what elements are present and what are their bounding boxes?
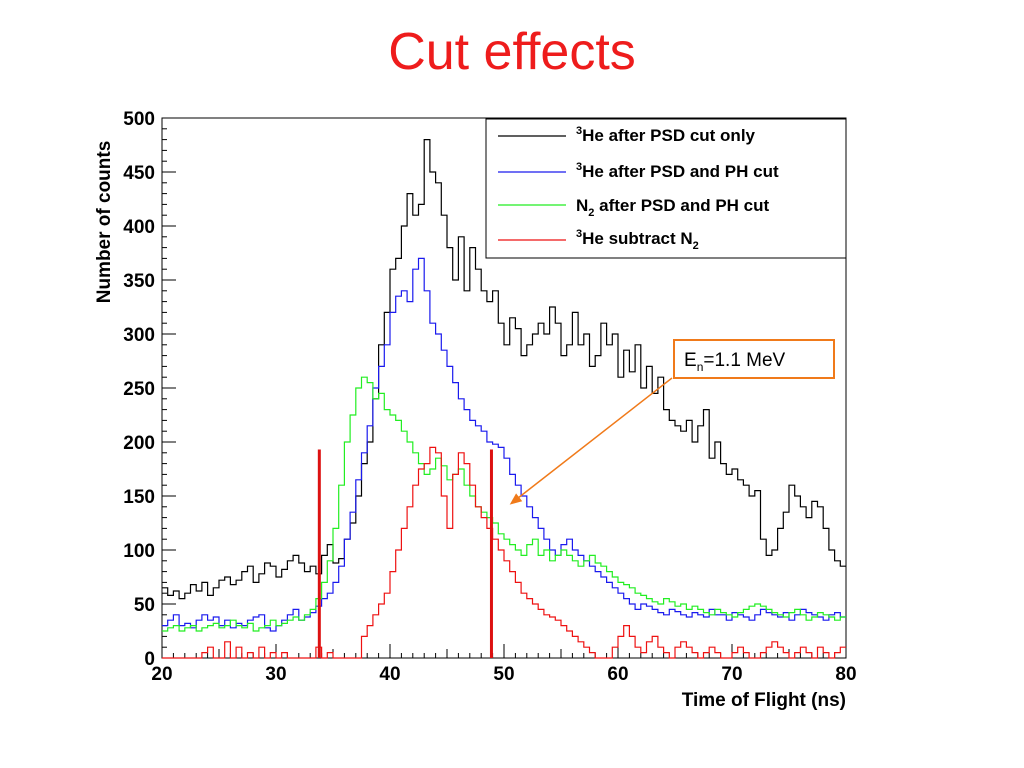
- axis-ticks: 20 30 40 50 60 70 80 0 50 100 150 200 250 300 350 400 45…: [123, 109, 856, 685]
- legend-entry-he-psd: 3He after PSD cut only: [576, 125, 756, 145]
- annotation-label: En=1.1 MeV: [684, 350, 786, 374]
- slide-title: Cut effects: [388, 23, 636, 81]
- x-axis-label: Time of Flight (ns): [682, 690, 846, 711]
- legend-entry-n2-psd-ph: N2 after PSD and PH cut: [576, 196, 770, 219]
- legend-box: [485, 118, 847, 259]
- series-line-3: [162, 376, 846, 632]
- x-tick-label: 70: [721, 664, 742, 685]
- y-tick-label: 300: [123, 325, 155, 346]
- x-tick-label: 40: [379, 664, 400, 685]
- x-tick-label: 30: [265, 664, 286, 685]
- y-tick-label: 450: [123, 163, 155, 184]
- y-tick-label: 500: [123, 109, 155, 130]
- series-line-2: [162, 257, 846, 632]
- annotation-arrowhead: [509, 493, 523, 505]
- cut-lines: [317, 449, 493, 658]
- annotation-arrow: [514, 377, 673, 502]
- y-tick-label: 50: [134, 595, 155, 616]
- x-tick-label: 50: [493, 664, 514, 685]
- energy-annotation: En=1.1 MeV: [509, 339, 835, 505]
- legend-entry-he-subtract-n2: 3He subtract N2: [576, 228, 699, 252]
- series-line-4: [162, 446, 846, 659]
- y-tick-label: 250: [123, 379, 155, 400]
- legend: 3He after PSD cut only 3He after PSD and…: [485, 118, 847, 259]
- y-axis-label: Number of counts: [94, 141, 115, 304]
- y-tick-label: 200: [123, 433, 155, 454]
- annotation-box: [673, 339, 835, 379]
- y-tick-label: 100: [123, 541, 155, 562]
- x-tick-label: 20: [151, 664, 172, 685]
- legend-entry-he-psd-ph: 3He after PSD and PH cut: [576, 161, 779, 181]
- y-tick-label: 400: [123, 217, 155, 238]
- x-tick-label: 80: [835, 664, 856, 685]
- y-tick-label: 350: [123, 271, 155, 292]
- series-layer: [162, 139, 846, 659]
- y-tick-label: 0: [144, 649, 155, 670]
- series-line-1: [162, 139, 846, 600]
- x-tick-label: 60: [607, 664, 628, 685]
- y-tick-label: 150: [123, 487, 155, 508]
